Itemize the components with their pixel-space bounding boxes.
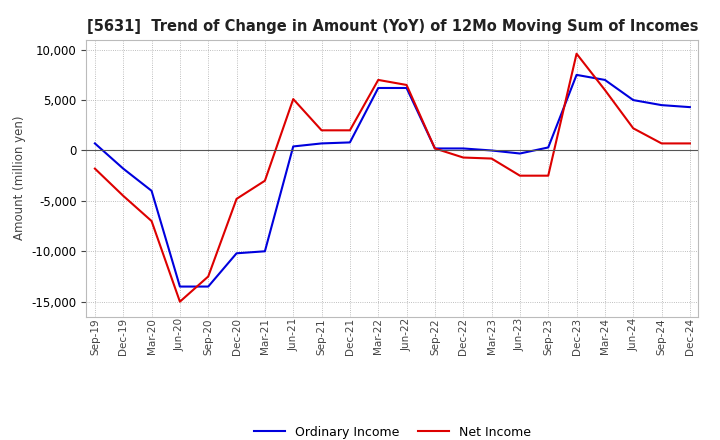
Y-axis label: Amount (million yen): Amount (million yen) [13,116,26,240]
Ordinary Income [600,77,609,83]
Ordinary Income [204,284,212,289]
Net Income [91,166,99,171]
Net Income [516,173,524,178]
Ordinary Income [431,146,439,151]
Legend: Ordinary Income, Net Income: Ordinary Income, Net Income [248,421,536,440]
Net Income [204,274,212,279]
Line: Ordinary Income: Ordinary Income [95,75,690,286]
Net Income [148,218,156,224]
Ordinary Income [516,151,524,156]
Net Income [374,77,382,83]
Net Income [459,155,467,160]
Title: [5631]  Trend of Change in Amount (YoY) of 12Mo Moving Sum of Incomes: [5631] Trend of Change in Amount (YoY) o… [86,19,698,34]
Net Income [431,146,439,151]
Net Income [402,82,411,88]
Ordinary Income [629,97,637,103]
Net Income [629,126,637,131]
Ordinary Income [544,145,552,150]
Line: Net Income: Net Income [95,54,690,302]
Net Income [318,128,326,133]
Net Income [572,51,581,56]
Ordinary Income [289,144,297,149]
Ordinary Income [685,104,694,110]
Ordinary Income [402,85,411,91]
Net Income [657,141,666,146]
Net Income [346,128,354,133]
Net Income [685,141,694,146]
Ordinary Income [176,284,184,289]
Ordinary Income [487,148,496,153]
Net Income [176,299,184,304]
Ordinary Income [91,141,99,146]
Ordinary Income [459,146,467,151]
Net Income [487,156,496,161]
Net Income [289,96,297,102]
Ordinary Income [148,188,156,194]
Net Income [600,88,609,93]
Ordinary Income [233,251,241,256]
Net Income [261,178,269,183]
Ordinary Income [346,140,354,145]
Ordinary Income [657,103,666,108]
Ordinary Income [318,141,326,146]
Ordinary Income [119,166,127,171]
Ordinary Income [572,72,581,77]
Net Income [119,193,127,198]
Ordinary Income [374,85,382,91]
Net Income [544,173,552,178]
Ordinary Income [261,249,269,254]
Net Income [233,196,241,202]
